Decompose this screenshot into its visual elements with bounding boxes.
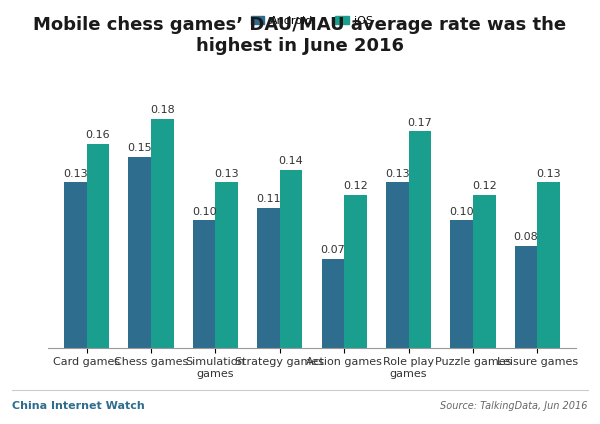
Text: 0.08: 0.08 bbox=[514, 232, 538, 242]
Text: 0.10: 0.10 bbox=[192, 206, 217, 217]
Text: 0.13: 0.13 bbox=[214, 168, 239, 179]
Bar bbox=[128, 157, 151, 348]
Text: 0.12: 0.12 bbox=[343, 181, 368, 191]
Text: 0.18: 0.18 bbox=[150, 105, 175, 115]
Text: 0.11: 0.11 bbox=[256, 194, 281, 204]
Bar bbox=[409, 131, 431, 348]
Text: 0.10: 0.10 bbox=[449, 206, 474, 217]
Text: 0.07: 0.07 bbox=[320, 245, 346, 255]
Bar bbox=[257, 208, 280, 348]
Text: 0.14: 0.14 bbox=[278, 156, 304, 166]
Text: 0.16: 0.16 bbox=[86, 130, 110, 140]
Bar bbox=[215, 182, 238, 348]
Bar bbox=[473, 195, 496, 348]
Bar bbox=[538, 182, 560, 348]
Bar bbox=[151, 119, 173, 348]
Text: CIW: CIW bbox=[281, 7, 319, 25]
Bar bbox=[386, 182, 409, 348]
Text: 0.15: 0.15 bbox=[127, 143, 152, 153]
Legend: Android, iOS: Android, iOS bbox=[247, 12, 377, 31]
Bar bbox=[193, 220, 215, 348]
Bar bbox=[64, 182, 86, 348]
Bar bbox=[86, 144, 109, 348]
Bar bbox=[344, 195, 367, 348]
Text: 0.13: 0.13 bbox=[385, 168, 410, 179]
Bar bbox=[451, 220, 473, 348]
Text: 0.13: 0.13 bbox=[63, 168, 88, 179]
Text: 0.17: 0.17 bbox=[407, 117, 432, 128]
Bar bbox=[280, 170, 302, 348]
Text: 0.12: 0.12 bbox=[472, 181, 497, 191]
Bar bbox=[322, 259, 344, 348]
Text: 0.13: 0.13 bbox=[536, 168, 561, 179]
Text: Mobile chess games’ DAU/MAU average rate was the
highest in June 2016: Mobile chess games’ DAU/MAU average rate… bbox=[34, 16, 566, 55]
Text: Source: TalkingData, Jun 2016: Source: TalkingData, Jun 2016 bbox=[440, 401, 588, 411]
Bar bbox=[515, 246, 538, 348]
Text: China Internet Watch: China Internet Watch bbox=[12, 401, 145, 411]
